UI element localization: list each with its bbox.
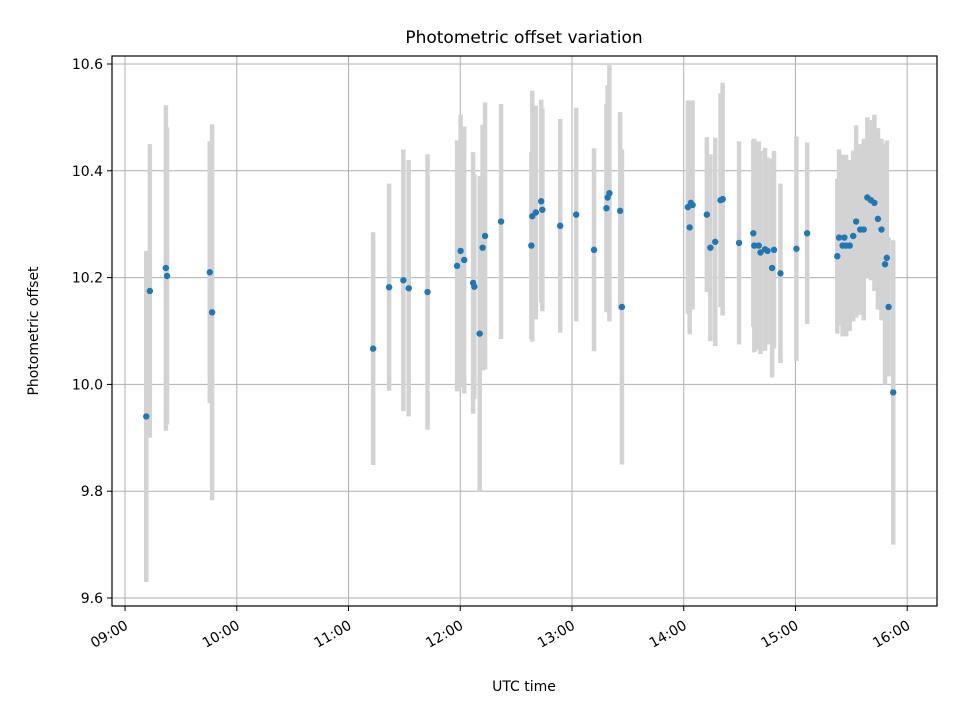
data-point: [405, 285, 412, 292]
y-axis-ticks: 9.6 9.8 10.0 10.2 10.4 10.6: [72, 57, 112, 607]
x-tick-label: 11:00: [312, 618, 355, 652]
error-bars: [144, 65, 896, 582]
data-point: [457, 247, 464, 255]
data-point: [841, 234, 848, 241]
data-points: [143, 190, 897, 420]
data-point: [616, 207, 624, 215]
y-tick-label: 10.4: [72, 164, 103, 180]
data-point: [208, 309, 216, 316]
data-point: [881, 261, 889, 268]
data-point: [528, 242, 535, 249]
y-tick-label: 10.6: [72, 57, 103, 73]
data-point: [539, 206, 546, 213]
data-point: [603, 204, 610, 212]
y-axis-label: Photometric offset: [26, 266, 42, 396]
data-point: [687, 199, 695, 207]
data-point: [883, 254, 891, 262]
data-point: [860, 226, 867, 233]
data-point: [618, 303, 626, 311]
data-point: [835, 234, 843, 241]
x-tick-label: 15:00: [759, 618, 802, 652]
data-point: [369, 345, 377, 352]
data-point: [532, 209, 540, 216]
data-point: [852, 218, 860, 225]
data-point: [143, 413, 150, 420]
data-point: [703, 211, 711, 218]
data-point: [871, 199, 878, 207]
x-tick-label: 10:00: [200, 618, 243, 652]
data-point: [606, 190, 613, 197]
data-point: [590, 246, 598, 254]
plot-frame: [111, 55, 938, 607]
data-point: [537, 198, 545, 205]
data-point: [572, 211, 580, 218]
y-tick-label: 10.0: [72, 377, 103, 393]
data-point: [849, 232, 857, 240]
grid-lines: [112, 56, 937, 606]
data-point: [707, 244, 714, 251]
y-tick-label: 10.2: [72, 271, 103, 287]
data-point: [878, 226, 885, 233]
data-point: [755, 242, 762, 249]
x-axis-ticks: 09:00 10:00 11:00 12:00 13:00 14:00 15:00 16:00: [88, 606, 913, 652]
data-point: [162, 264, 170, 272]
x-tick-label: 14:00: [647, 618, 690, 652]
chart-title: Photometric offset variation: [405, 28, 642, 48]
data-point: [834, 253, 841, 260]
data-point: [556, 222, 564, 230]
data-point: [453, 262, 461, 270]
data-point: [471, 283, 478, 290]
data-point: [735, 239, 743, 247]
x-axis-label: UTC time: [492, 679, 556, 695]
data-point: [479, 244, 486, 251]
data-point: [460, 256, 468, 264]
x-tick-label: 16:00: [870, 618, 913, 652]
data-point: [764, 247, 771, 255]
x-tick-label: 09:00: [88, 618, 131, 652]
data-point: [497, 218, 505, 225]
data-point: [751, 242, 758, 249]
data-point: [163, 272, 171, 280]
data-point: [206, 269, 214, 276]
data-point: [719, 195, 726, 203]
y-tick-label: 9.8: [81, 484, 103, 500]
data-point: [793, 245, 800, 252]
data-point: [686, 224, 693, 231]
data-point: [770, 246, 778, 254]
data-point: [712, 238, 719, 246]
data-point: [803, 230, 811, 237]
data-point: [481, 232, 489, 240]
x-tick-label: 13:00: [535, 618, 578, 652]
y-tick-label: 9.6: [81, 591, 103, 607]
data-point: [777, 270, 784, 277]
data-point: [146, 287, 154, 295]
data-point: [424, 288, 431, 296]
data-point: [757, 249, 764, 256]
data-point: [874, 215, 882, 223]
data-point: [890, 389, 897, 396]
data-point: [385, 284, 393, 291]
data-point: [400, 277, 407, 284]
data-point: [750, 230, 757, 237]
data-point: [885, 303, 892, 311]
data-point: [768, 264, 776, 272]
x-tick-label: 12:00: [423, 618, 466, 652]
data-point: [846, 242, 853, 249]
data-point: [476, 330, 483, 337]
